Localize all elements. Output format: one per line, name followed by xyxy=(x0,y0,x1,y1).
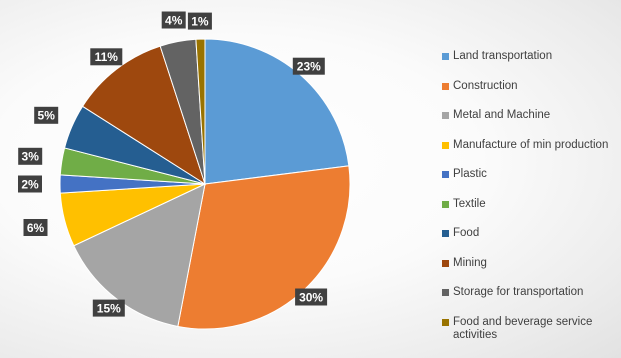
data-label-text: 2% xyxy=(21,177,39,191)
legend-item-6: Textile xyxy=(442,198,621,228)
data-label-1: 23% xyxy=(292,57,325,75)
legend-swatch xyxy=(442,141,449,149)
legend-swatch xyxy=(442,259,449,267)
data-label-7: 5% xyxy=(34,106,59,124)
data-label-text: 5% xyxy=(38,109,56,123)
data-label-box xyxy=(90,48,123,66)
legend-item-2: Construction xyxy=(442,80,621,110)
data-label-4: 6% xyxy=(23,219,48,236)
legend-label: Plastic xyxy=(453,168,487,180)
legend-label: Metal and Machine xyxy=(453,109,551,121)
data-label-box xyxy=(92,299,125,317)
data-label-3: 15% xyxy=(92,299,125,317)
data-label-2: 30% xyxy=(295,288,328,306)
legend-item-8: Mining xyxy=(442,257,621,287)
legend-swatch xyxy=(442,171,449,178)
legend-label: Manufacture of min production xyxy=(453,138,609,151)
pie-slice-3 xyxy=(73,183,206,328)
data-label-box xyxy=(23,219,48,236)
data-label-9: 4% xyxy=(161,11,186,29)
pie-slice-8 xyxy=(81,45,206,186)
data-label-box xyxy=(295,288,328,306)
legend: Land transportation Construction Metal and… xyxy=(442,50,621,356)
legend-label: Food xyxy=(453,227,480,239)
legend-label: Construction xyxy=(453,79,518,92)
legend-item-5: Plastic xyxy=(442,168,621,198)
legend-swatch xyxy=(442,53,449,60)
legend-swatch xyxy=(442,289,449,296)
legend-item-9: Storage for transportation xyxy=(442,286,621,316)
data-label-8: 11% xyxy=(90,48,123,66)
data-label-text: 3% xyxy=(22,150,40,164)
data-label-text: 30% xyxy=(299,290,323,304)
data-label-5: 2% xyxy=(18,175,42,193)
legend-item-10: Food and beverage service activities xyxy=(442,316,621,356)
data-label-text: 15% xyxy=(97,301,121,315)
data-label-box xyxy=(292,57,325,75)
data-label-box xyxy=(161,11,186,29)
data-label-box xyxy=(18,147,43,165)
legend-swatch xyxy=(442,230,449,237)
legend-swatch xyxy=(442,82,449,90)
legend-label: Food and beverage service activities xyxy=(453,315,593,341)
legend-label: Land transportation xyxy=(453,50,553,62)
legend-swatch xyxy=(442,318,449,326)
data-label-6: 3% xyxy=(18,147,43,165)
data-label-text: 23% xyxy=(297,60,321,74)
pie-slice-10 xyxy=(195,38,206,185)
data-label-box xyxy=(34,106,59,124)
legend-label: Mining xyxy=(453,256,487,269)
data-label-text: 1% xyxy=(191,14,209,28)
data-label-box xyxy=(187,12,212,30)
data-label-10: 1% xyxy=(187,12,212,30)
legend-item-4: Manufacture of min production xyxy=(442,139,621,169)
data-label-text: 11% xyxy=(95,50,119,64)
legend-swatch xyxy=(442,200,449,208)
legend-swatch xyxy=(442,112,449,119)
data-label-text: 4% xyxy=(165,13,183,27)
data-label-text: 6% xyxy=(27,221,45,235)
legend-item-1: Land transportation xyxy=(442,50,621,80)
legend-label: Storage for transportation xyxy=(453,286,584,298)
legend-item-7: Food xyxy=(442,227,621,257)
legend-item-3: Metal and Machine xyxy=(442,109,621,139)
pie-slice-1 xyxy=(204,38,350,185)
legend-label: Textile xyxy=(453,197,486,210)
data-label-box xyxy=(18,175,42,193)
